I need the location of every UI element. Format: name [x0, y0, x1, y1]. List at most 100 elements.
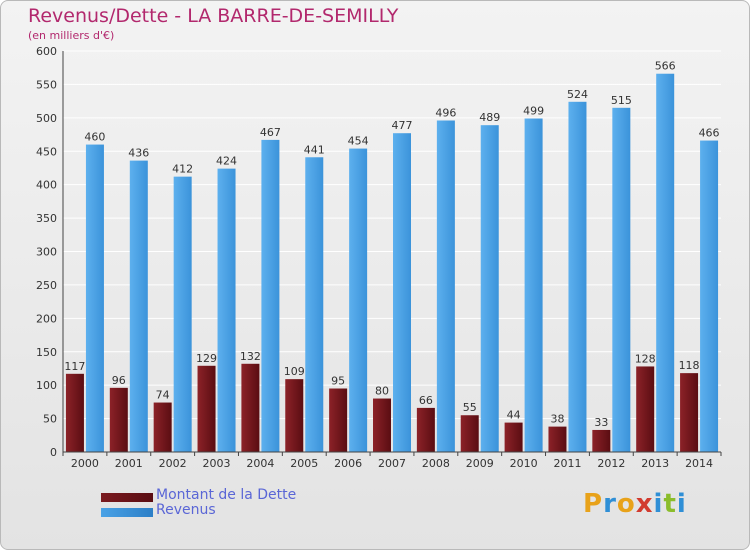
x-tick-label: 2006 — [334, 457, 362, 470]
chart-title: Revenus/Dette - LA BARRE-DE-SEMILLY — [28, 5, 399, 27]
logo-letter: t — [663, 489, 677, 519]
data-label-debt: 33 — [594, 416, 608, 429]
x-tick-label: 2005 — [290, 457, 318, 470]
data-label-revenue: 454 — [348, 135, 369, 148]
y-tick-label: 400 — [36, 179, 57, 192]
proxiti-logo: Proxiti — [583, 489, 687, 519]
legend-swatch-revenue — [101, 508, 153, 517]
data-label-debt: 44 — [507, 409, 521, 422]
bar-debt — [592, 429, 611, 452]
data-label-revenue: 489 — [479, 111, 500, 124]
bar-revenue — [656, 73, 675, 453]
data-label-debt: 66 — [419, 394, 433, 407]
y-tick-label: 150 — [36, 346, 57, 359]
bar-debt — [548, 426, 567, 452]
data-label-revenue: 467 — [260, 126, 281, 139]
y-tick-label: 50 — [43, 413, 57, 426]
y-tick-label: 300 — [36, 246, 57, 259]
data-label-revenue: 460 — [84, 131, 105, 144]
bar-debt — [109, 387, 128, 452]
bar-revenue — [349, 148, 368, 452]
data-label-revenue: 566 — [655, 60, 676, 73]
data-label-revenue: 499 — [523, 105, 544, 118]
bar-revenue — [261, 139, 280, 452]
y-tick-label: 550 — [36, 78, 57, 91]
data-label-revenue: 524 — [567, 88, 588, 101]
x-tick-label: 2001 — [115, 457, 143, 470]
bar-debt — [65, 373, 84, 452]
bar-debt — [241, 363, 260, 452]
x-tick-label: 2014 — [685, 457, 713, 470]
data-label-debt: 80 — [375, 385, 389, 398]
logo-letter: i — [653, 489, 664, 519]
logo-letter: o — [616, 489, 636, 519]
x-tick-label: 2000 — [71, 457, 99, 470]
bar-revenue — [85, 144, 104, 453]
legend-swatch-debt — [101, 493, 153, 502]
bar-debt — [197, 365, 216, 452]
data-label-debt: 95 — [331, 375, 345, 388]
bar-revenue — [393, 133, 411, 452]
bar-revenue — [305, 157, 324, 452]
data-label-revenue: 441 — [304, 143, 325, 156]
bar-revenue — [129, 160, 148, 452]
data-label-debt: 38 — [550, 413, 564, 426]
logo-letter: x — [635, 489, 654, 519]
y-tick-label: 0 — [50, 446, 57, 459]
data-label-revenue: 477 — [392, 119, 413, 132]
data-label-revenue: 412 — [172, 163, 193, 176]
bar-revenue — [173, 176, 192, 452]
bar-revenue — [480, 125, 499, 452]
logo-letter: P — [583, 489, 604, 519]
data-label-debt: 109 — [284, 365, 305, 378]
x-tick-label: 2013 — [641, 457, 669, 470]
bar-revenue — [700, 140, 719, 452]
x-tick-label: 2008 — [422, 457, 450, 470]
data-label-debt: 74 — [156, 389, 170, 402]
y-tick-label: 500 — [36, 112, 57, 125]
y-tick-label: 250 — [36, 279, 57, 292]
bar-revenue — [524, 118, 543, 453]
bar-revenue — [612, 107, 631, 452]
legend-label-debt: Montant de la Dette — [156, 487, 297, 503]
x-tick-label: 2004 — [246, 457, 274, 470]
bar-debt — [329, 388, 348, 452]
data-label-debt: 129 — [196, 352, 217, 365]
x-tick-label: 2002 — [159, 457, 187, 470]
bar-debt — [373, 398, 391, 452]
y-tick-label: 100 — [36, 379, 57, 392]
data-label-revenue: 515 — [611, 94, 632, 107]
x-tick-label: 2011 — [553, 457, 581, 470]
bar-debt — [636, 366, 655, 452]
bar-debt — [680, 373, 699, 452]
y-tick-label: 450 — [36, 145, 57, 158]
data-label-debt: 128 — [635, 352, 656, 365]
data-label-debt: 118 — [679, 359, 700, 372]
bar-debt — [416, 407, 435, 452]
bar-debt — [460, 415, 479, 452]
bar-debt — [285, 379, 304, 452]
data-label-debt: 117 — [64, 360, 85, 373]
bar-debt — [153, 402, 172, 452]
y-tick-label: 350 — [36, 212, 57, 225]
bar-revenue — [568, 101, 587, 452]
data-label-debt: 96 — [112, 374, 126, 387]
data-label-debt: 55 — [463, 401, 477, 414]
data-label-revenue: 436 — [128, 147, 149, 160]
chart-subtitle: (en milliers d'€) — [28, 29, 115, 42]
data-label-revenue: 466 — [699, 127, 720, 140]
bar-revenue — [436, 120, 455, 453]
bar-debt — [504, 422, 523, 452]
x-tick-label: 2003 — [203, 457, 231, 470]
bar-chart: 0 50 100 150 200 250 300 350 400 450 500 550 600 2000… — [36, 45, 722, 470]
x-tick-label: 2007 — [378, 457, 406, 470]
x-tick-label: 2012 — [597, 457, 625, 470]
data-label-revenue: 496 — [435, 107, 456, 120]
x-tick-label: 2010 — [510, 457, 538, 470]
legend-label-revenue: Revenus — [156, 502, 216, 518]
x-tick-label: 2009 — [466, 457, 494, 470]
bar-revenue — [217, 168, 236, 453]
y-tick-label: 600 — [36, 45, 57, 58]
data-label-debt: 132 — [240, 350, 261, 363]
